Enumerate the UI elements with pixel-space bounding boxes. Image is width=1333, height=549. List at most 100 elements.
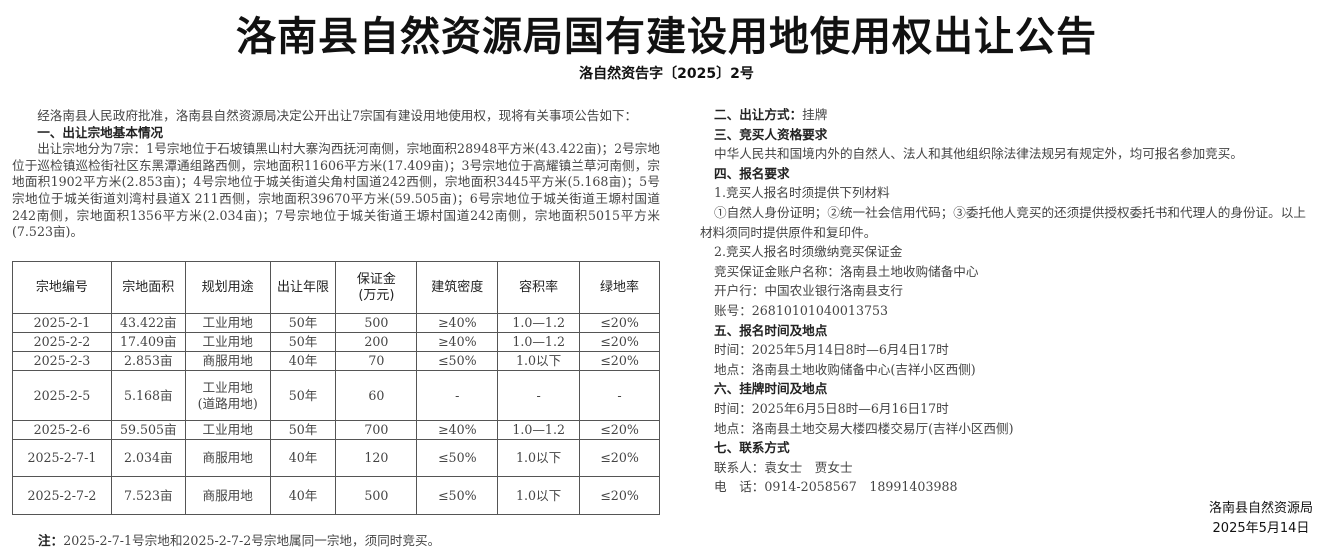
table-cell: 1.0以下 bbox=[497, 439, 581, 477]
table-row: 2025-2-6 59.505亩 工业用地 50年 700 ≥40% 1.0—1.2 ≤20% bbox=[12, 420, 660, 440]
table-cell: ≤20% bbox=[579, 351, 660, 371]
table-header-row: 宗地编号 宗地面积 规划用途 出让年限 保证金 (万元) 建筑密度 容积率 绿地率 bbox=[12, 261, 660, 314]
table-cell: 2025-2-3 bbox=[12, 351, 112, 371]
table-row: 2025-2-3 2.853亩 商服用地 40年 70 ≤50% 1.0以下 ≤20% bbox=[12, 351, 660, 371]
signature-date: 2025年5月14日 bbox=[1212, 521, 1310, 536]
table-cell: 商服用地 bbox=[184, 439, 271, 477]
section-6-heading: 六、挂牌时间及地点 bbox=[714, 381, 828, 397]
table-cell: 2025-2-7-2 bbox=[12, 476, 112, 515]
left-column: 经洛南县人民政府批准，洛南县自然资源局决定公开出让7宗国有建设用地使用权，现将有… bbox=[12, 108, 660, 241]
signature: 洛南县自然资源局 2025年5月14日 bbox=[1209, 499, 1313, 539]
section-7-heading: 七、联系方式 bbox=[714, 440, 790, 456]
table-cell: 2.853亩 bbox=[110, 351, 186, 371]
table-cell: 500 bbox=[335, 476, 418, 515]
table-cell: 500 bbox=[335, 313, 418, 333]
table-cell: 40年 bbox=[269, 476, 337, 515]
table-cell: ≤50% bbox=[416, 476, 499, 515]
document-number: 洛自然资告字〔2025〕2号 bbox=[579, 66, 754, 82]
table-cell: 7.523亩 bbox=[110, 476, 186, 515]
table-row: 2025-2-7-2 7.523亩 商服用地 40年 500 ≤50% 1.0以下 ≤20% bbox=[12, 476, 660, 515]
table-cell: ≤20% bbox=[579, 313, 660, 333]
section-2-value: 挂牌 bbox=[802, 107, 828, 122]
table-cell: ≤50% bbox=[416, 439, 499, 477]
phone: 电 话：0914-2058567 18991403988 bbox=[714, 479, 958, 495]
table-cell: 120 bbox=[335, 439, 418, 477]
section-4-item-1-text: ①自然人身份证明；②统一社会信用代码；③委托他人竞买的还须提供授权委托书和代理人… bbox=[714, 204, 1306, 220]
section-1-heading: 一、出让宗地基本情况 bbox=[37, 124, 164, 140]
table-row: 2025-2-7-1 2.034亩 商服用地 40年 120 ≤50% 1.0以下 ≤20% bbox=[12, 439, 660, 477]
table-cell: - bbox=[416, 370, 499, 421]
registration-place: 地点：洛南县土地收购储备中心(吉祥小区西侧) bbox=[714, 361, 976, 377]
section-5-heading: 五、报名时间及地点 bbox=[714, 322, 828, 338]
column-header: 保证金 (万元) bbox=[335, 261, 418, 314]
table-cell: 1.0—1.2 bbox=[497, 313, 581, 333]
table-cell: ≥40% bbox=[416, 313, 499, 333]
table-cell: 50年 bbox=[269, 420, 337, 440]
listing-place: 地点：洛南县土地交易大楼四楼交易厅(吉祥小区西侧) bbox=[714, 420, 1014, 436]
table-cell: 5.168亩 bbox=[110, 370, 186, 421]
table-cell: 60 bbox=[335, 370, 418, 421]
column-header: 建筑密度 bbox=[416, 261, 499, 314]
table-cell: 工业用地 (道路用地) bbox=[184, 370, 271, 421]
account-name: 竞买保证金账户名称：洛南县土地收购储备中心 bbox=[714, 263, 979, 279]
table-cell: 商服用地 bbox=[184, 351, 271, 371]
table-cell: 50年 bbox=[269, 370, 337, 421]
table-cell: 700 bbox=[335, 420, 418, 440]
table-cell: 40年 bbox=[269, 439, 337, 477]
table-cell: 59.505亩 bbox=[110, 420, 186, 440]
table-cell: 2025-2-5 bbox=[12, 370, 112, 421]
registration-time: 时间：2025年5月14日8时—6月4日17时 bbox=[714, 342, 949, 358]
note-label: 注： bbox=[38, 533, 64, 548]
table-note: 注：2025-2-7-1号宗地和2025-2-7-2号宗地属同一宗地，须同时竞买… bbox=[38, 530, 440, 549]
table-cell: 1.0—1.2 bbox=[497, 332, 581, 352]
table-cell: 43.422亩 bbox=[110, 313, 186, 333]
table-cell: 50年 bbox=[269, 332, 337, 352]
account-number: 账号：26810101040013753 bbox=[714, 302, 888, 318]
table-cell: ≤20% bbox=[579, 420, 660, 440]
contact-person: 联系人：袁女士 贾女士 bbox=[714, 459, 853, 475]
column-header: 宗地面积 bbox=[110, 261, 186, 314]
table-cell: ≤20% bbox=[579, 476, 660, 515]
table-cell: 工业用地 bbox=[184, 420, 271, 440]
table-cell: 200 bbox=[335, 332, 418, 352]
table-cell: ≥40% bbox=[416, 420, 499, 440]
section-4-item-1: 1.竞买人报名时须提供下列材料 bbox=[714, 185, 890, 201]
table-row: 2025-2-2 17.409亩 工业用地 50年 200 ≥40% 1.0—1.2 ≤20% bbox=[12, 332, 660, 352]
table-cell: 2025-2-2 bbox=[12, 332, 112, 352]
table-cell: 工业用地 bbox=[184, 332, 271, 352]
table-cell: 70 bbox=[335, 351, 418, 371]
column-header: 绿地率 bbox=[579, 261, 660, 314]
table-cell: 工业用地 bbox=[184, 313, 271, 333]
table-row: 2025-2-1 43.422亩 工业用地 50年 500 ≥40% 1.0—1.2 ≤20% bbox=[12, 313, 660, 333]
column-header: 宗地编号 bbox=[12, 261, 112, 314]
table-cell: ≥40% bbox=[416, 332, 499, 352]
section-3-text: 中华人民共和国境内外的自然人、法人和其他组织除法律法规另有规定外，均可报名参加竞… bbox=[714, 146, 1243, 162]
table-cell: 商服用地 bbox=[184, 476, 271, 515]
section-1-text: 出让宗地分为7宗：1号宗地位于石坡镇黑山村大寨沟西抚河南侧，宗地面积28948平… bbox=[12, 141, 660, 240]
section-4-item-2: 2.竞买人报名时须缴纳竞买保证金 bbox=[714, 244, 903, 260]
intro-text: 经洛南县人民政府批准，洛南县自然资源局决定公开出让7宗国有建设用地使用权，现将有… bbox=[37, 108, 638, 123]
right-column: 二、出让方式：挂牌 三、竞买人资格要求 中华人民共和国境内外的自然人、法人和其他… bbox=[700, 105, 1333, 497]
table-row: 2025-2-5 5.168亩 工业用地 (道路用地) 50年 60- - - bbox=[12, 370, 660, 421]
parcel-table: 宗地编号 宗地面积 规划用途 出让年限 保证金 (万元) 建筑密度 容积率 绿地率 2025-… bbox=[12, 261, 660, 515]
section-4-heading: 四、报名要求 bbox=[714, 165, 790, 181]
table-cell: 2025-2-7-1 bbox=[12, 439, 112, 477]
column-header: 容积率 bbox=[497, 261, 581, 314]
table-cell: - bbox=[497, 370, 581, 421]
table-cell: ≤50% bbox=[416, 351, 499, 371]
section-2-heading: 二、出让方式： bbox=[714, 107, 803, 122]
column-header: 规划用途 bbox=[184, 261, 271, 314]
table-cell: 50年 bbox=[269, 313, 337, 333]
listing-time: 时间：2025年6月5日8时—6月16日17时 bbox=[714, 400, 949, 416]
table-cell: 40年 bbox=[269, 351, 337, 371]
bank: 开户行：中国农业银行洛南县支行 bbox=[714, 283, 903, 299]
column-header: 出让年限 bbox=[269, 261, 337, 314]
table-cell: ≤20% bbox=[579, 332, 660, 352]
table-cell: 17.409亩 bbox=[110, 332, 186, 352]
table-cell: 1.0以下 bbox=[497, 476, 581, 515]
note-text: 2025-2-7-1号宗地和2025-2-7-2号宗地属同一宗地，须同时竞买。 bbox=[63, 533, 441, 548]
table-cell: 2025-2-6 bbox=[12, 420, 112, 440]
table-cell: 2.034亩 bbox=[110, 439, 186, 477]
section-4-item-1-text-cont: 材料须同时提供原件和复印件。 bbox=[700, 224, 877, 240]
table-cell: ≤20% bbox=[579, 439, 660, 477]
